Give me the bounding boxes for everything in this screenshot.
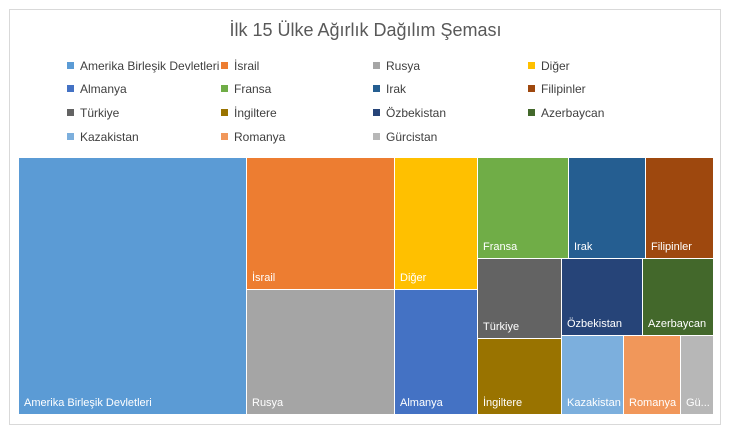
tile-label: Türkiye xyxy=(483,321,520,333)
legend-swatch xyxy=(373,62,380,69)
legend-swatch xyxy=(528,62,535,69)
legend-item: Rusya xyxy=(373,59,420,73)
legend-swatch xyxy=(67,85,74,92)
legend-item: Azerbaycan xyxy=(528,106,604,120)
treemap-tile: Kazakistan xyxy=(562,336,623,414)
legend-swatch xyxy=(221,85,228,92)
treemap-tile: Rusya xyxy=(247,290,394,414)
legend-label: İngiltere xyxy=(234,106,277,120)
treemap-tile: Azerbaycan xyxy=(643,259,713,335)
legend-label: Almanya xyxy=(80,82,127,96)
tile-label: Özbekistan xyxy=(567,318,623,330)
legend-swatch xyxy=(221,62,228,69)
legend-swatch xyxy=(373,109,380,116)
legend-swatch xyxy=(528,109,535,116)
legend-item: İsrail xyxy=(221,59,259,73)
tile-label: İsrail xyxy=(252,272,276,284)
legend-label: Kazakistan xyxy=(80,130,139,144)
legend-label: Gürcistan xyxy=(386,130,438,144)
tile-label: Diğer xyxy=(400,272,427,284)
treemap-tile: Amerika Birleşik Devletleri xyxy=(19,158,246,414)
legend-swatch xyxy=(67,109,74,116)
legend-item: Kazakistan xyxy=(67,130,139,144)
legend-label: Azerbaycan xyxy=(541,106,605,120)
tile-label: İngiltere xyxy=(483,397,523,409)
treemap-tile: Fransa xyxy=(478,158,568,258)
treemap-tile: Filipinler xyxy=(646,158,713,258)
treemap-tile: Gü... xyxy=(681,336,713,414)
legend-item: Irak xyxy=(373,82,406,96)
legend-label: Filipinler xyxy=(541,82,586,96)
legend-item: Amerika Birleşik Devletleri xyxy=(67,59,219,73)
treemap-tile: Diğer xyxy=(395,158,477,289)
treemap-tile: Almanya xyxy=(395,290,477,414)
legend-item: Almanya xyxy=(67,82,127,96)
tile-label: Irak xyxy=(574,241,593,253)
tile-label: Azerbaycan xyxy=(648,318,707,330)
tile-label: Almanya xyxy=(400,397,443,409)
legend-label: Rusya xyxy=(386,59,421,73)
treemap-tile: İngiltere xyxy=(478,339,561,414)
legend-swatch xyxy=(221,109,228,116)
legend-item: İngiltere xyxy=(221,106,277,120)
legend-label: Romanya xyxy=(234,130,286,144)
legend-item: Romanya xyxy=(221,130,285,144)
legend-item: Gürcistan xyxy=(373,130,437,144)
legend-label: İsrail xyxy=(234,59,260,73)
legend-label: Türkiye xyxy=(80,106,120,120)
legend-swatch xyxy=(528,85,535,92)
legend-item: Özbekistan xyxy=(373,106,446,120)
tile-label: Fransa xyxy=(483,241,518,253)
tile-label: Romanya xyxy=(629,397,677,409)
legend-label: Özbekistan xyxy=(386,106,447,120)
tile-label: Gü... xyxy=(686,397,710,409)
legend-item: Filipinler xyxy=(528,82,586,96)
legend-swatch xyxy=(67,133,74,140)
legend-label: Amerika Birleşik Devletleri xyxy=(80,59,220,73)
legend-swatch xyxy=(67,62,74,69)
tile-label: Filipinler xyxy=(651,241,692,253)
tile-label: Amerika Birleşik Devletleri xyxy=(24,397,152,409)
legend-swatch xyxy=(221,133,228,140)
treemap-tile: Türkiye xyxy=(478,259,561,338)
treemap-tile: Romanya xyxy=(624,336,680,414)
treemap-tile: İsrail xyxy=(247,158,394,289)
tile-label: Rusya xyxy=(252,397,284,409)
legend-item: Türkiye xyxy=(67,106,119,120)
legend-item: Fransa xyxy=(221,82,271,96)
chart-title: İlk 15 Ülke Ağırlık Dağılım Şeması xyxy=(229,20,502,40)
tile-label: Kazakistan xyxy=(567,397,621,409)
legend-label: Fransa xyxy=(234,82,272,96)
legend-label: Irak xyxy=(386,82,407,96)
legend-swatch xyxy=(373,85,380,92)
legend-swatch xyxy=(373,133,380,140)
treemap-tile: Özbekistan xyxy=(562,259,642,335)
legend-item: Diğer xyxy=(528,59,570,73)
treemap-tile: Irak xyxy=(569,158,645,258)
legend-label: Diğer xyxy=(541,59,570,73)
